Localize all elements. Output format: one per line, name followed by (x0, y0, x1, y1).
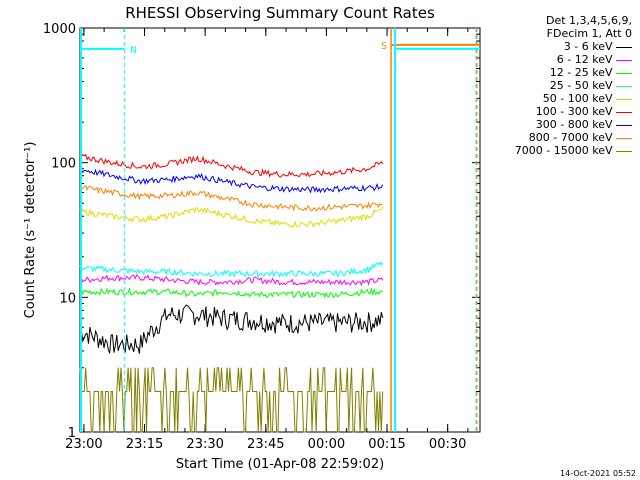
chart-title: RHESSI Observing Summary Count Rates (125, 4, 435, 22)
legend-swatch (616, 124, 632, 126)
y-tick-label: 100 (51, 157, 76, 172)
legend-entry: 300 - 800 keV (536, 118, 632, 131)
series-line (80, 153, 384, 178)
series-line (79, 274, 384, 287)
series-line (79, 304, 384, 354)
legend-entry-label: 50 - 100 keV (542, 92, 616, 105)
saa-marker-label: S (381, 41, 387, 52)
legend-entry: 800 - 7000 keV (529, 131, 632, 144)
series-line (79, 206, 384, 229)
y-tick-label: 1 (68, 426, 76, 441)
night-marker-label: N (130, 45, 136, 56)
series-line (79, 168, 384, 194)
legend-swatch (616, 59, 632, 61)
legend-entry-label: 6 - 12 keV (556, 53, 616, 66)
legend-entry-label: 300 - 800 keV (535, 118, 616, 131)
x-tick-label: 00:15 (368, 437, 405, 452)
legend-swatch (616, 150, 632, 152)
timestamp: 14-Oct-2021 05:52 (560, 469, 636, 478)
y-tick-label: 10 (59, 291, 76, 306)
x-tick-label: 23:00 (65, 437, 102, 452)
legend-entry-label: 800 - 7000 keV (528, 131, 616, 144)
legend-entry: 50 - 100 keV (543, 92, 632, 105)
legend-entry-label: 12 - 25 keV (549, 66, 616, 79)
legend-entry-label: 3 - 6 keV (563, 40, 616, 53)
x-tick-label: 00:00 (308, 437, 345, 452)
legend-header: Det 1,3,4,5,6,9, (545, 14, 632, 27)
legend-swatch (616, 98, 632, 100)
series-line (79, 261, 384, 278)
legend-swatch (616, 46, 632, 48)
x-tick-label: 23:45 (247, 437, 284, 452)
legend-entry: 3 - 6 keV (564, 40, 632, 53)
x-axis-label: Start Time (01-Apr-08 22:59:02) (176, 457, 384, 472)
legend-entry: 100 - 300 keV (536, 105, 632, 118)
plot-area: 1 10 100 1000 23:00 23:15 23:30 23:45 00:00 00:15… (43, 22, 481, 452)
legend-header: FDecim 1, Att 0 (546, 27, 632, 40)
legend-entry-label: 25 - 50 keV (549, 79, 616, 92)
y-tick-label: 1000 (43, 22, 76, 37)
legend-entry: 12 - 25 keV (550, 66, 632, 79)
legend-swatch (616, 137, 632, 139)
legend-entry: 6 - 12 keV (557, 53, 632, 66)
legend-swatch (616, 85, 632, 87)
series-line (79, 184, 383, 212)
y-axis-label: Count Rate (s⁻¹ detector⁻¹) (23, 142, 38, 319)
x-tick-label: 23:15 (126, 437, 163, 452)
legend-entry: 25 - 50 keV (550, 79, 632, 92)
x-tick-label: 00:30 (429, 437, 466, 452)
legend-entry-label: 7000 - 15000 keV (514, 144, 616, 157)
legend-entry: 7000 - 15000 keV (515, 144, 632, 157)
series-line (79, 367, 384, 433)
legend-swatch (616, 111, 632, 113)
legend-entry-label: 100 - 300 keV (535, 105, 616, 118)
series-line (79, 287, 384, 299)
x-tick-label: 23:30 (186, 437, 223, 452)
legend-swatch (616, 72, 632, 74)
